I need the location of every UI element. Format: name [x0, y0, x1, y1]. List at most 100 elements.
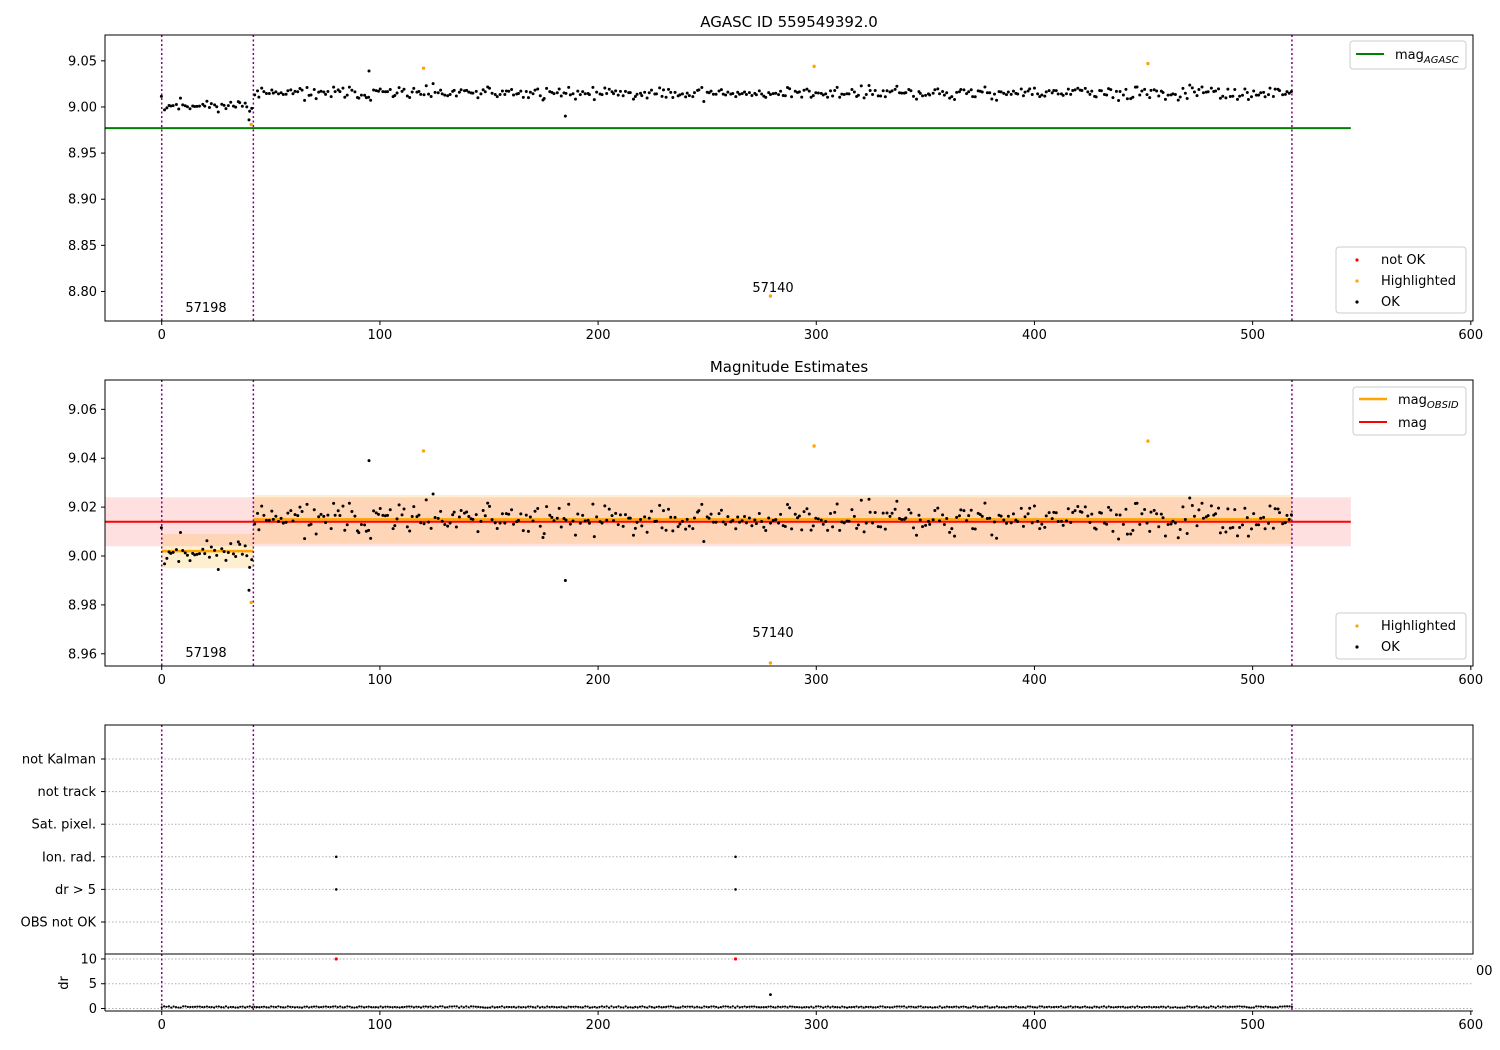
ok-point: [419, 92, 423, 96]
ok-point: [643, 90, 647, 94]
ok-point: [774, 91, 778, 95]
dr-point: [555, 1006, 558, 1009]
ok-point: [921, 94, 925, 98]
ok-point: [985, 516, 989, 520]
ok-point: [343, 528, 347, 532]
legend-frame: [1349, 40, 1467, 70]
agasc-panel: AGASC ID 559549392.0 0 100 200 300 400 500 600…: [68, 13, 1483, 343]
dr-point: [465, 1005, 468, 1008]
ok-point: [631, 533, 635, 537]
ok-point: [838, 95, 842, 99]
ok-point: [500, 89, 504, 93]
dr-point: [1259, 1005, 1263, 1008]
dr-point: [883, 1006, 887, 1009]
ok-point: [1061, 93, 1065, 97]
ok-point: [467, 90, 471, 94]
ok-point: [714, 92, 718, 96]
ok-point: [1117, 537, 1121, 541]
ok-point: [864, 521, 868, 525]
dr-point: [534, 1006, 537, 1009]
ok-point: [1118, 89, 1122, 93]
ok-point: [393, 524, 397, 528]
dr-point: [646, 1006, 649, 1009]
dr-point: [857, 1006, 860, 1009]
ok-point: [474, 89, 478, 93]
ok-point: [691, 527, 695, 531]
dr-point: [267, 1006, 270, 1009]
dr-point: [1271, 1006, 1274, 1009]
dr-point: [477, 1005, 480, 1008]
ok-point: [895, 84, 899, 88]
ok-point: [1109, 508, 1113, 512]
ok-point: [270, 88, 274, 92]
dr-point: [717, 1006, 720, 1009]
ok-point: [738, 92, 742, 96]
dr-point: [234, 1006, 237, 1009]
ok-point: [528, 90, 532, 94]
ok-point: [1056, 520, 1060, 524]
ok-point: [814, 516, 818, 520]
plot-area: [105, 954, 1473, 1011]
dr-point: [1190, 1006, 1194, 1009]
ok-point: [802, 88, 806, 92]
dr-point: [1136, 1005, 1139, 1008]
ok-point: [555, 516, 559, 520]
ok-point: [163, 562, 167, 566]
dr-point: [757, 1006, 761, 1009]
ok-point: [1006, 514, 1010, 518]
ok-point: [1245, 90, 1249, 94]
ok-point: [286, 89, 290, 93]
plot-area: [105, 35, 1351, 321]
dr-point: [1281, 1005, 1284, 1008]
ok-point: [662, 88, 666, 92]
dr-point: [874, 1006, 877, 1009]
ok-point: [621, 94, 625, 98]
ok-point: [367, 69, 371, 73]
ok-point: [216, 568, 220, 572]
dr-point: [667, 1005, 670, 1008]
x-tick-label: 300: [804, 328, 829, 343]
dr-point: [650, 1005, 653, 1009]
dr-point: [358, 1005, 361, 1008]
ok-point: [220, 102, 224, 106]
ok-point: [680, 92, 684, 96]
ok-point: [429, 526, 433, 530]
dr-point: [1228, 1005, 1232, 1008]
dr-point: [979, 1005, 982, 1009]
dr-point: [1029, 1005, 1032, 1008]
ok-point: [664, 95, 668, 99]
ok-point: [726, 515, 730, 519]
ok-point: [1148, 529, 1152, 533]
ok-point: [856, 523, 860, 527]
ok-point: [454, 525, 458, 529]
dr-point: [998, 1006, 1001, 1009]
dr-point: [860, 1005, 863, 1008]
ok-point: [628, 91, 632, 95]
ok-point: [457, 90, 461, 94]
ok-point: [1090, 512, 1094, 516]
ok-point: [607, 507, 611, 511]
x-tick-label: 600: [1458, 328, 1483, 343]
ok-point: [1169, 522, 1173, 526]
dr-point: [491, 1005, 494, 1008]
ok-point: [833, 89, 837, 93]
ok-point: [762, 525, 766, 529]
dr-point: [715, 1005, 718, 1008]
ok-point: [545, 505, 549, 509]
dr-point: [500, 1005, 504, 1008]
ok-point: [1283, 92, 1287, 96]
ok-point: [567, 85, 571, 89]
dr-point: [248, 1005, 251, 1008]
dr-point: [453, 1005, 456, 1008]
dr-point: [755, 1005, 758, 1009]
ok-point: [850, 87, 854, 91]
ok-point: [1135, 501, 1139, 505]
ok-point: [654, 519, 658, 523]
dr-point: [184, 1005, 187, 1008]
ok-point: [1054, 89, 1058, 93]
ok-point: [531, 92, 535, 96]
y-tick-label: 8.98: [68, 598, 97, 613]
x-axis: 0 100 200 300 400 500 600: [158, 321, 1483, 343]
ok-point: [885, 89, 889, 93]
ok-point: [359, 93, 363, 97]
